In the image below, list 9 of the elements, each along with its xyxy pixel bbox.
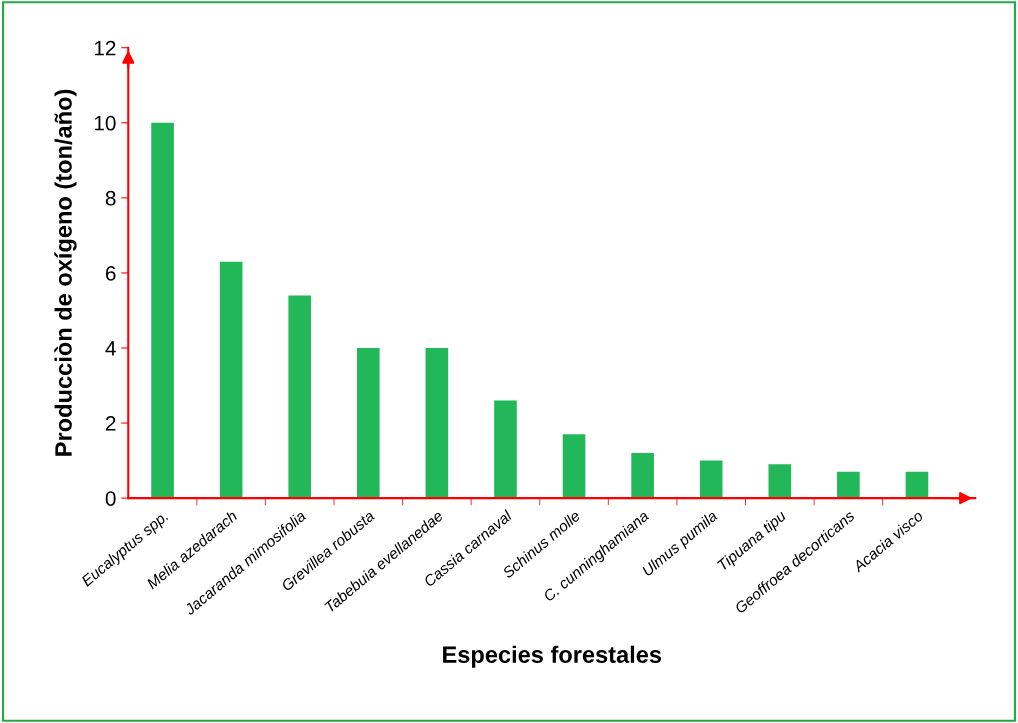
y-tick-label: 0 [105, 491, 116, 506]
y-tick-label: 2 [105, 416, 116, 431]
y-tick-label: 8 [105, 190, 116, 206]
y-tick-label: 4 [105, 341, 116, 356]
y-tick-label: 6 [105, 265, 116, 281]
x-axis-title: Especies forestales [443, 645, 662, 668]
y-axis-title: Producciòn de oxígeno (ton/año) [54, 89, 77, 456]
y-tick-label: 10 [94, 115, 116, 131]
y-tick-label: 12 [94, 40, 116, 56]
